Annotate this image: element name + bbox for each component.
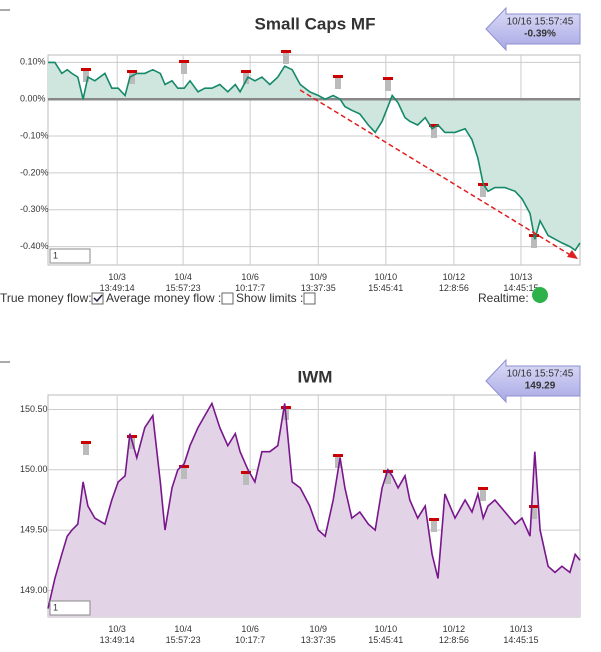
event-bar [531,236,537,248]
event-flag [429,124,439,127]
zoom-value: 1 [53,250,58,260]
event-flag [241,70,251,73]
zoom-input [49,248,91,264]
event-bar [181,467,187,479]
info-box [485,6,581,52]
event-flag [478,487,488,490]
event-flag [281,406,291,409]
event-bar [431,520,437,532]
y-tick-label: 150.50 [20,404,48,414]
event-bar [531,507,537,519]
event-bar [181,62,187,74]
y-tick-label: -0.30% [20,204,49,214]
event-bar [385,472,391,484]
line [47,401,581,609]
x-tick-label: 10/3 13:49:14 [100,272,135,293]
event-bar [83,443,89,455]
x-tick-label: 10/3 13:49:14 [100,624,135,645]
event-bar [243,72,249,84]
trend-arrow [299,89,573,257]
controls: True money flow: Average money flow : Sh… [0,287,548,305]
line [48,61,581,252]
y-tick-label: -0.20% [20,167,49,177]
event-flag [81,441,91,444]
event-flag [281,50,291,53]
x-tick-label: 10/12 12:8:56 [439,624,469,645]
zoom-value: 1 [53,602,58,612]
event-bar [431,126,437,138]
event-flag [529,505,539,508]
arrow-head [567,250,578,259]
event-bar [83,70,89,82]
event-flag [127,435,137,438]
y-tick-label: 149.50 [20,525,48,535]
chart-title: Small Caps MF [255,14,376,33]
x-tick-label: 10/10 15:45:41 [368,272,403,293]
x-tick-label: 10/4 15:57:23 [166,272,201,293]
event-bar [385,79,391,91]
event-flag [429,518,439,521]
x-tick-label: 10/12 12:8:56 [439,272,469,293]
event-flag [81,68,91,71]
info-time: 10/16 15:57:45 [507,369,574,380]
x-tick-label: 10/13 14:45:15 [503,624,538,645]
y-tick-label: -0.10% [20,130,49,140]
event-bar [480,185,486,197]
info-value: -0.39% [524,29,556,40]
zoom-input [49,600,91,616]
event-bar [129,72,135,84]
event-flag [179,465,189,468]
event-flag [333,454,343,457]
y-tick-label: 150.00 [20,464,48,474]
y-tick-label: 0.00% [20,94,46,104]
chart-title: IWM [298,367,333,386]
checkbox[interactable] [91,292,104,305]
label: Realtime: [478,291,529,305]
label: Average money flow : [106,291,221,305]
event-flag [333,75,343,78]
checkbox[interactable] [221,292,234,305]
label: Show limits : [236,291,303,305]
x-tick-label: 10/10 15:45:41 [368,624,403,645]
checkbox[interactable] [303,292,316,305]
info-box [485,358,581,404]
info-time: 10/16 15:57:45 [507,17,574,28]
x-tick-label: 10/6 10:17:7 [235,272,265,293]
realtime-indicator[interactable] [532,287,548,303]
label: True money flow: [0,291,92,305]
y-tick-label: 0.10% [20,57,46,67]
event-bar [243,473,249,485]
event-flag [127,70,137,73]
event-bar [335,456,341,468]
y-tick-label: -0.40% [20,241,49,251]
event-flag [179,60,189,63]
x-tick-label: 10/9 13:37:35 [301,272,336,293]
info-value: 149.29 [525,381,556,392]
x-tick-label: 10/4 15:57:23 [166,624,201,645]
x-tick-label: 10/6 10:17:7 [235,624,265,645]
area [48,403,580,617]
x-tick-label: 10/13 14:45:15 [503,272,538,293]
y-tick-label: 149.00 [20,585,48,595]
area [48,62,580,251]
event-flag [383,77,393,80]
event-bar [335,77,341,89]
event-bar [283,52,289,64]
event-flag [241,471,251,474]
x-tick-label: 10/9 13:37:35 [301,624,336,645]
event-bar [480,489,486,501]
check [93,294,103,303]
